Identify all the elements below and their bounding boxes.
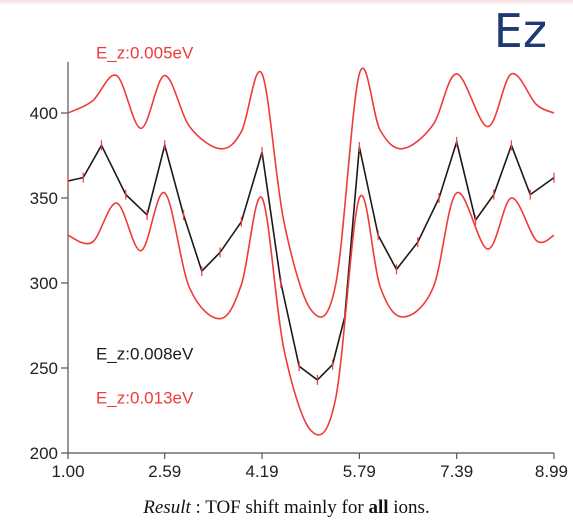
caption-bold: all bbox=[368, 497, 389, 518]
caption-middle: : TOF shift mainly for bbox=[190, 497, 369, 518]
y-tick-label: 250 bbox=[30, 359, 58, 378]
y-tick-label: 400 bbox=[30, 104, 58, 123]
x-tick-label: 7.39 bbox=[440, 462, 473, 481]
x-tick-label: 8.99 bbox=[535, 462, 568, 481]
y-tick-label: 350 bbox=[30, 189, 58, 208]
caption-prefix: Result bbox=[143, 497, 191, 518]
x-tick-label: 1.00 bbox=[51, 462, 84, 481]
y-tick-label: 200 bbox=[30, 444, 58, 463]
series-line-1 bbox=[67, 67, 555, 318]
slide-title: Ez bbox=[493, 4, 547, 58]
result-caption: Result : TOF shift mainly for all ions. bbox=[0, 497, 573, 519]
x-tick-label: 2.59 bbox=[148, 462, 181, 481]
top-gradient-strip bbox=[0, 0, 573, 6]
series-line-3 bbox=[67, 192, 555, 436]
series-label-3: E_z:0.013eV bbox=[96, 389, 194, 408]
series-label-2: E_z:0.008eV bbox=[96, 345, 194, 364]
x-tick-label: 5.79 bbox=[343, 462, 376, 481]
y-tick-label: 300 bbox=[30, 274, 58, 293]
caption-suffix: ions. bbox=[388, 497, 430, 518]
series-label-1: E_z:0.005eV bbox=[96, 44, 194, 63]
x-tick-label: 4.19 bbox=[245, 462, 278, 481]
